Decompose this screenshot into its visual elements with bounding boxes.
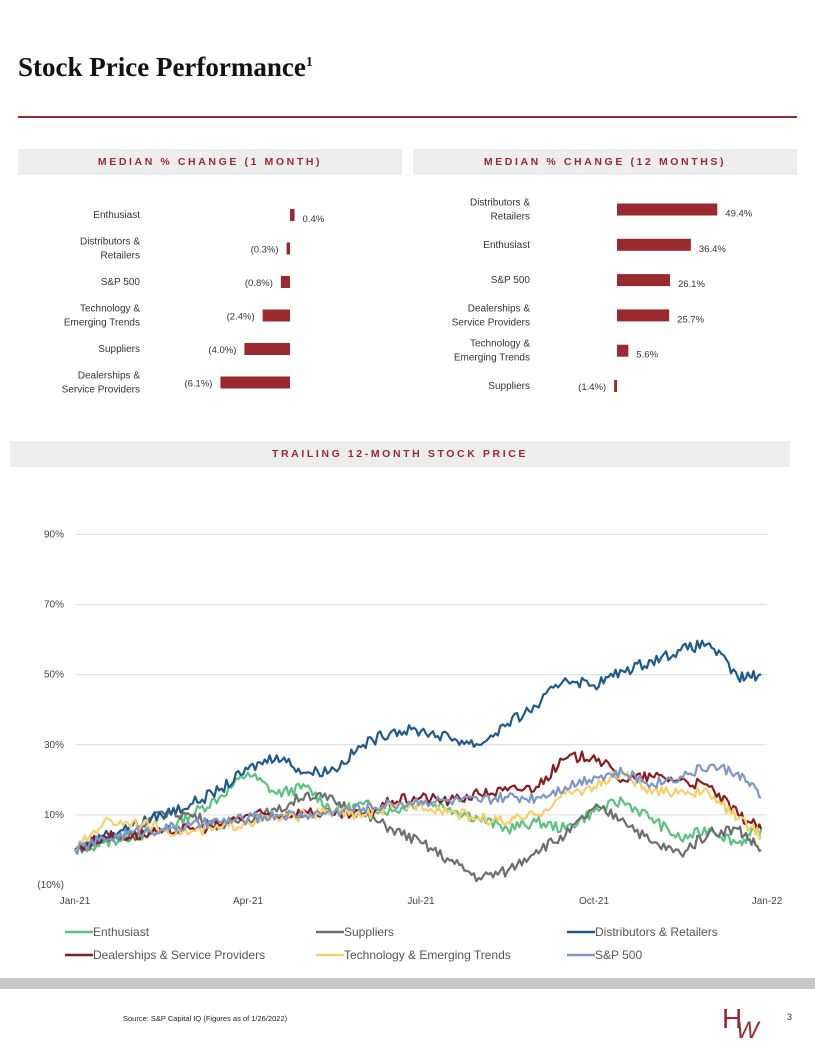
bar-value-label: (0.8%) xyxy=(245,278,273,289)
bar xyxy=(617,309,670,322)
legend-label: Distributors & Retailers xyxy=(595,925,718,939)
category-line: Emerging Trends xyxy=(64,318,140,329)
category-line: Dealerships & xyxy=(468,303,531,314)
series-line xyxy=(74,639,762,852)
bar-category-label: Enthusiast xyxy=(93,210,140,221)
category-line: Distributors & xyxy=(470,198,530,209)
source-note: Source: S&P Capital IQ (Figures as of 1/… xyxy=(123,1014,288,1023)
page-number: 3 xyxy=(787,1012,793,1022)
bar-category-label: Dealerships & Service Providers xyxy=(452,303,531,328)
y-tick-label: 70% xyxy=(44,600,64,611)
bar xyxy=(617,344,629,357)
logo-h: H xyxy=(722,1003,742,1034)
category-line: S&P 500 xyxy=(101,277,141,288)
twelve-month-chart-header: MEDIAN % CHANGE (12 MONTHS) xyxy=(413,149,797,175)
bar-category-label: Dealerships & Service Providers xyxy=(62,371,141,396)
x-tick-label: Oct-21 xyxy=(579,896,609,907)
bar-category-label: Distributors & Retailers xyxy=(470,198,530,223)
series-line xyxy=(74,763,762,855)
category-line: Emerging Trends xyxy=(454,353,530,364)
x-tick-label: Apr-21 xyxy=(233,896,263,907)
page-title: Stock Price Performance1 xyxy=(18,52,313,82)
title-rule xyxy=(18,116,797,118)
company-logo: H W xyxy=(722,1003,761,1040)
category-line: Service Providers xyxy=(62,385,140,396)
bar-value-label: 36.4% xyxy=(699,244,726,255)
bar xyxy=(617,274,670,287)
bar xyxy=(244,343,290,355)
series-line xyxy=(74,750,763,852)
bar-value-label: (0.3%) xyxy=(251,245,279,256)
category-line: Suppliers xyxy=(98,344,140,355)
category-line: Technology & xyxy=(80,304,140,315)
trailing-chart-header: TRAILING 12-MONTH STOCK PRICE xyxy=(10,441,790,467)
y-tick-label: 10% xyxy=(44,810,64,821)
bar-category-label: Distributors & Retailers xyxy=(80,237,140,262)
bar xyxy=(280,276,290,288)
bar-value-label: 49.4% xyxy=(725,209,752,220)
bar-value-label: (1.4%) xyxy=(578,382,606,393)
bar-value-label: 25.7% xyxy=(677,314,704,325)
bar-category-label: S&P 500 xyxy=(101,277,141,288)
bar-category-label: Suppliers xyxy=(488,381,530,392)
bar-value-label: 0.4% xyxy=(303,214,325,225)
legend-label: S&P 500 xyxy=(595,948,642,962)
title-footnote-marker: 1 xyxy=(305,55,313,70)
series-line xyxy=(74,791,762,883)
twelve-month-bar-chart: Distributors & Retailers 49.4% Enthusiast 36… xyxy=(452,198,753,394)
bar xyxy=(290,209,295,221)
y-tick-label: (10%) xyxy=(37,880,64,891)
bar xyxy=(614,380,617,392)
bar xyxy=(220,376,290,389)
category-line: Enthusiast xyxy=(483,240,530,251)
category-line: Suppliers xyxy=(488,381,530,392)
bar-category-label: S&P 500 xyxy=(491,275,531,286)
y-tick-label: 50% xyxy=(44,670,64,681)
legend-label: Enthusiast xyxy=(93,925,150,939)
category-line: Retailers xyxy=(491,212,530,223)
category-line: Dealerships & xyxy=(78,371,141,382)
category-line: Service Providers xyxy=(452,317,530,328)
y-tick-label: 30% xyxy=(44,740,64,751)
legend-label: Suppliers xyxy=(344,925,394,939)
footer-band xyxy=(0,978,815,989)
bar-value-label: (2.4%) xyxy=(227,312,255,323)
bar xyxy=(286,242,290,255)
legend-label: Dealerships & Service Providers xyxy=(93,948,265,962)
bar xyxy=(617,203,718,216)
category-line: S&P 500 xyxy=(491,275,531,286)
bar-value-label: 26.1% xyxy=(678,279,705,290)
one-month-bar-chart: Enthusiast 0.4% Distributors & Retailers (0.… xyxy=(62,209,325,396)
bar-category-label: Technology & Emerging Trends xyxy=(64,304,140,329)
y-tick-label: 90% xyxy=(44,530,64,541)
one-month-chart-header: MEDIAN % CHANGE (1 MONTH) xyxy=(18,149,402,175)
bar-value-label: 5.6% xyxy=(636,350,658,361)
x-tick-label: Jul-21 xyxy=(407,896,435,907)
bar-category-label: Enthusiast xyxy=(483,240,530,251)
bar-category-label: Technology & Emerging Trends xyxy=(454,339,530,364)
trailing-12-month-line-chart: 90% 70% 50% 30% 10% (10%) Jan-21 Apr-21 Jul-21 Oc… xyxy=(37,530,783,962)
bar-category-label: Suppliers xyxy=(98,344,140,355)
bar-value-label: (4.0%) xyxy=(208,345,236,356)
bar-value-label: (6.1%) xyxy=(184,379,212,390)
category-line: Technology & xyxy=(470,339,530,350)
x-tick-label: Jan-22 xyxy=(752,896,783,907)
legend-label: Technology & Emerging Trends xyxy=(344,948,511,962)
bar xyxy=(262,309,290,322)
x-tick-label: Jan-21 xyxy=(60,896,91,907)
category-line: Enthusiast xyxy=(93,210,140,221)
logo-w: W xyxy=(736,1017,761,1040)
category-line: Retailers xyxy=(101,251,140,262)
category-line: Distributors & xyxy=(80,237,140,248)
series-line xyxy=(74,771,763,853)
bar xyxy=(617,238,691,251)
